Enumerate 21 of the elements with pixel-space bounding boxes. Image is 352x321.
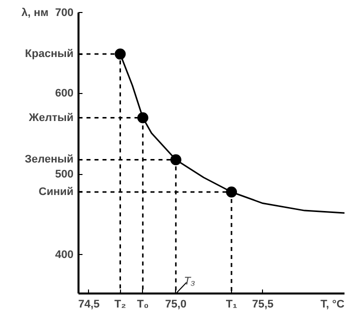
y-tick-label: Красный	[25, 48, 74, 60]
x-tick-label: 75,0	[165, 298, 187, 311]
y-tick-label: Синий	[38, 186, 74, 198]
y-tick-label: 400	[55, 248, 74, 261]
x-axis-title: T, °C	[320, 298, 345, 311]
x-tick-label: 74,5	[78, 298, 100, 311]
y-tick-label: Зеленый	[24, 154, 74, 166]
point	[114, 48, 126, 60]
annotation: T₃	[184, 276, 196, 288]
point	[226, 186, 237, 198]
point	[170, 154, 182, 166]
y-tick-label: 600	[55, 88, 74, 100]
x-tick-label: T₀	[136, 298, 149, 311]
point	[137, 112, 148, 124]
y-tick-label: 500	[55, 168, 74, 180]
y-axis-title: λ, нм	[21, 6, 49, 19]
x-tick-label: T₂	[114, 298, 126, 311]
y-tick-label: Желтый	[28, 112, 74, 124]
y-tick-label: 700	[55, 6, 74, 19]
x-tick-label: 75,5	[252, 298, 274, 311]
x-tick-label: T₁	[226, 298, 238, 311]
